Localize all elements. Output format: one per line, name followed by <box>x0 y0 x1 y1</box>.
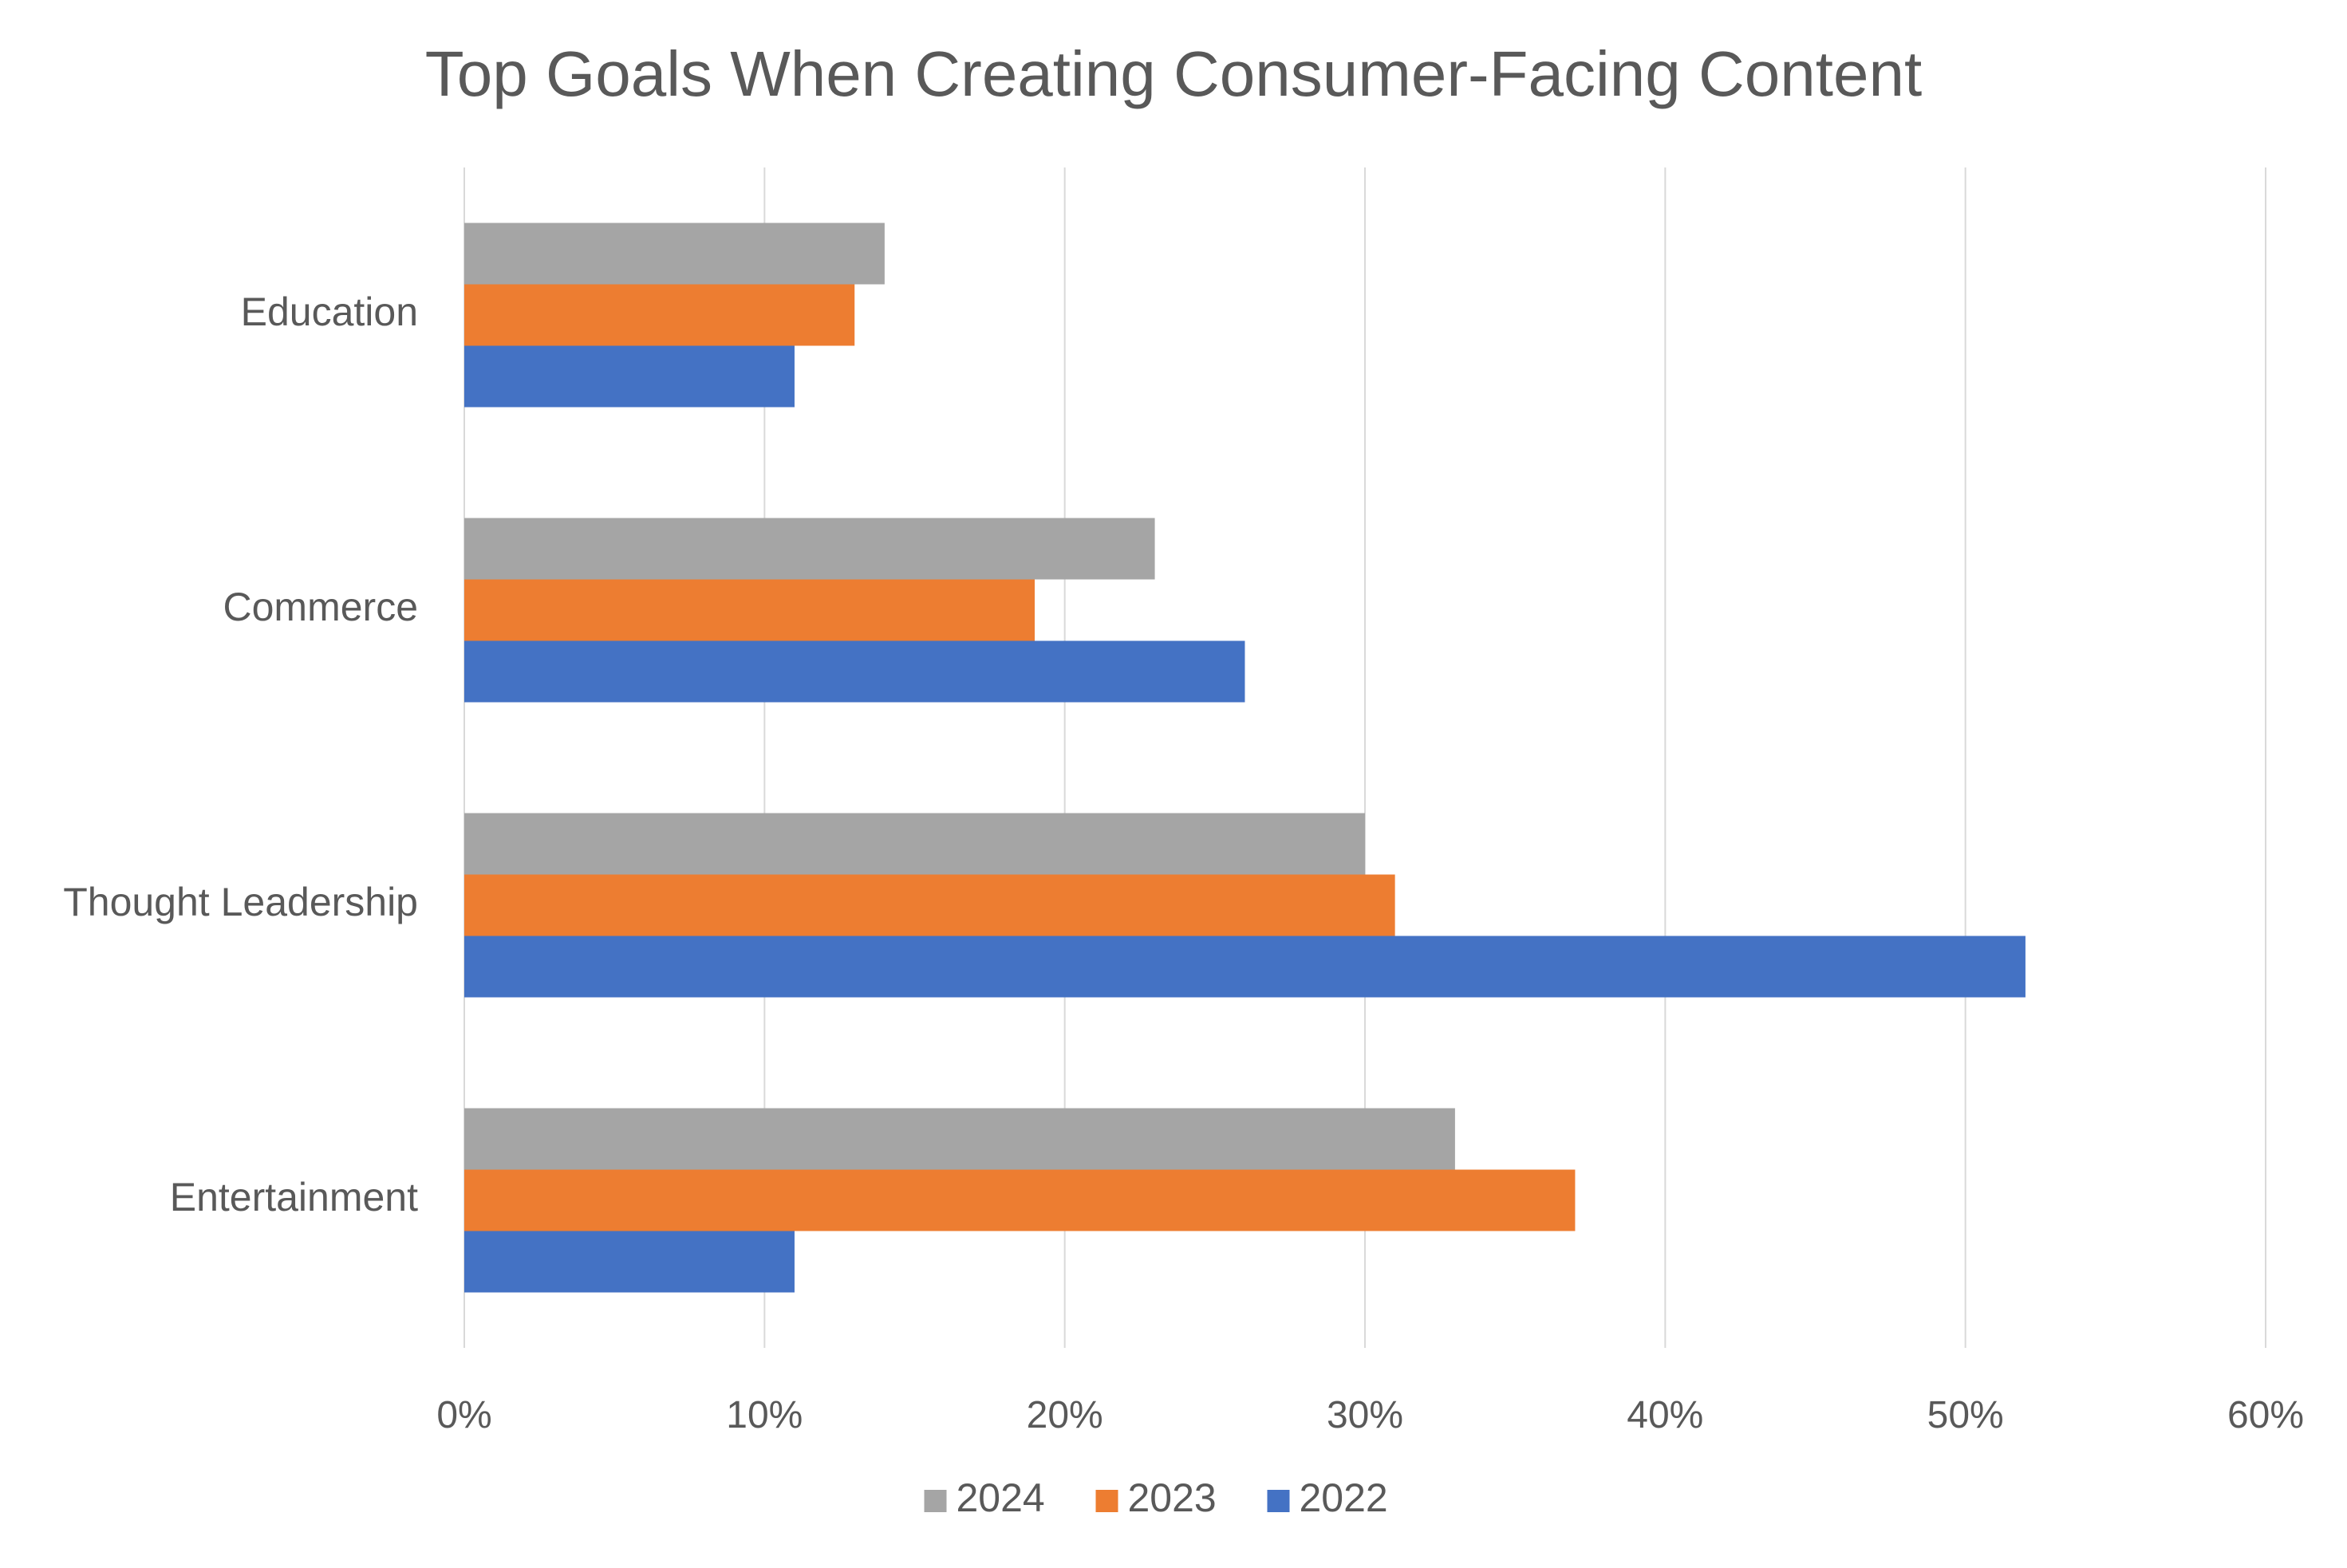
legend-swatch <box>1267 1490 1290 1512</box>
chart-title: Top Goals When Creating Consumer-Facing … <box>425 38 1922 109</box>
legend-label: 2024 <box>957 1475 1045 1520</box>
legend: 2024 2023 2022 <box>924 1475 1388 1520</box>
x-tick-label: 0% <box>436 1394 491 1436</box>
x-tick-label: 20% <box>1027 1394 1103 1436</box>
legend-swatch <box>1095 1490 1118 1512</box>
bars <box>464 223 2026 1293</box>
bar-entertainment-2022 <box>464 1231 795 1293</box>
category-label: Entertainment <box>170 1175 418 1219</box>
bar-entertainment-2023 <box>464 1169 1576 1231</box>
bar-entertainment-2024 <box>464 1108 1455 1170</box>
legend-swatch <box>924 1490 947 1512</box>
bar-thought-leadership-2022 <box>464 936 2026 998</box>
category-label: Education <box>241 290 418 334</box>
bar-commerce-2022 <box>464 640 1245 703</box>
legend-label: 2023 <box>1128 1475 1217 1520</box>
bar-thought-leadership-2024 <box>464 813 1365 875</box>
x-tick-label: 40% <box>1627 1394 1703 1436</box>
bar-commerce-2023 <box>464 579 1035 641</box>
bar-education-2022 <box>464 345 795 408</box>
x-tick-label: 30% <box>1327 1394 1403 1436</box>
category-labels: Education Commerce Thought Leadership Enter… <box>63 290 418 1219</box>
category-label: Commerce <box>223 585 418 629</box>
x-tick-label: 10% <box>726 1394 803 1436</box>
category-label: Thought Leadership <box>63 880 418 924</box>
legend-item-2023: 2023 <box>1095 1475 1217 1520</box>
x-tick-label: 60% <box>2227 1394 2304 1436</box>
legend-label: 2022 <box>1300 1475 1388 1520</box>
bar-thought-leadership-2023 <box>464 874 1395 936</box>
bar-education-2023 <box>464 284 855 346</box>
bar-commerce-2024 <box>464 518 1155 580</box>
legend-item-2022: 2022 <box>1267 1475 1388 1520</box>
bar-education-2024 <box>464 223 885 285</box>
legend-item-2024: 2024 <box>924 1475 1045 1520</box>
x-axis-tick-labels: 0% 10% 20% 30% 40% 50% 60% <box>436 1394 2304 1436</box>
x-tick-label: 50% <box>1927 1394 2004 1436</box>
